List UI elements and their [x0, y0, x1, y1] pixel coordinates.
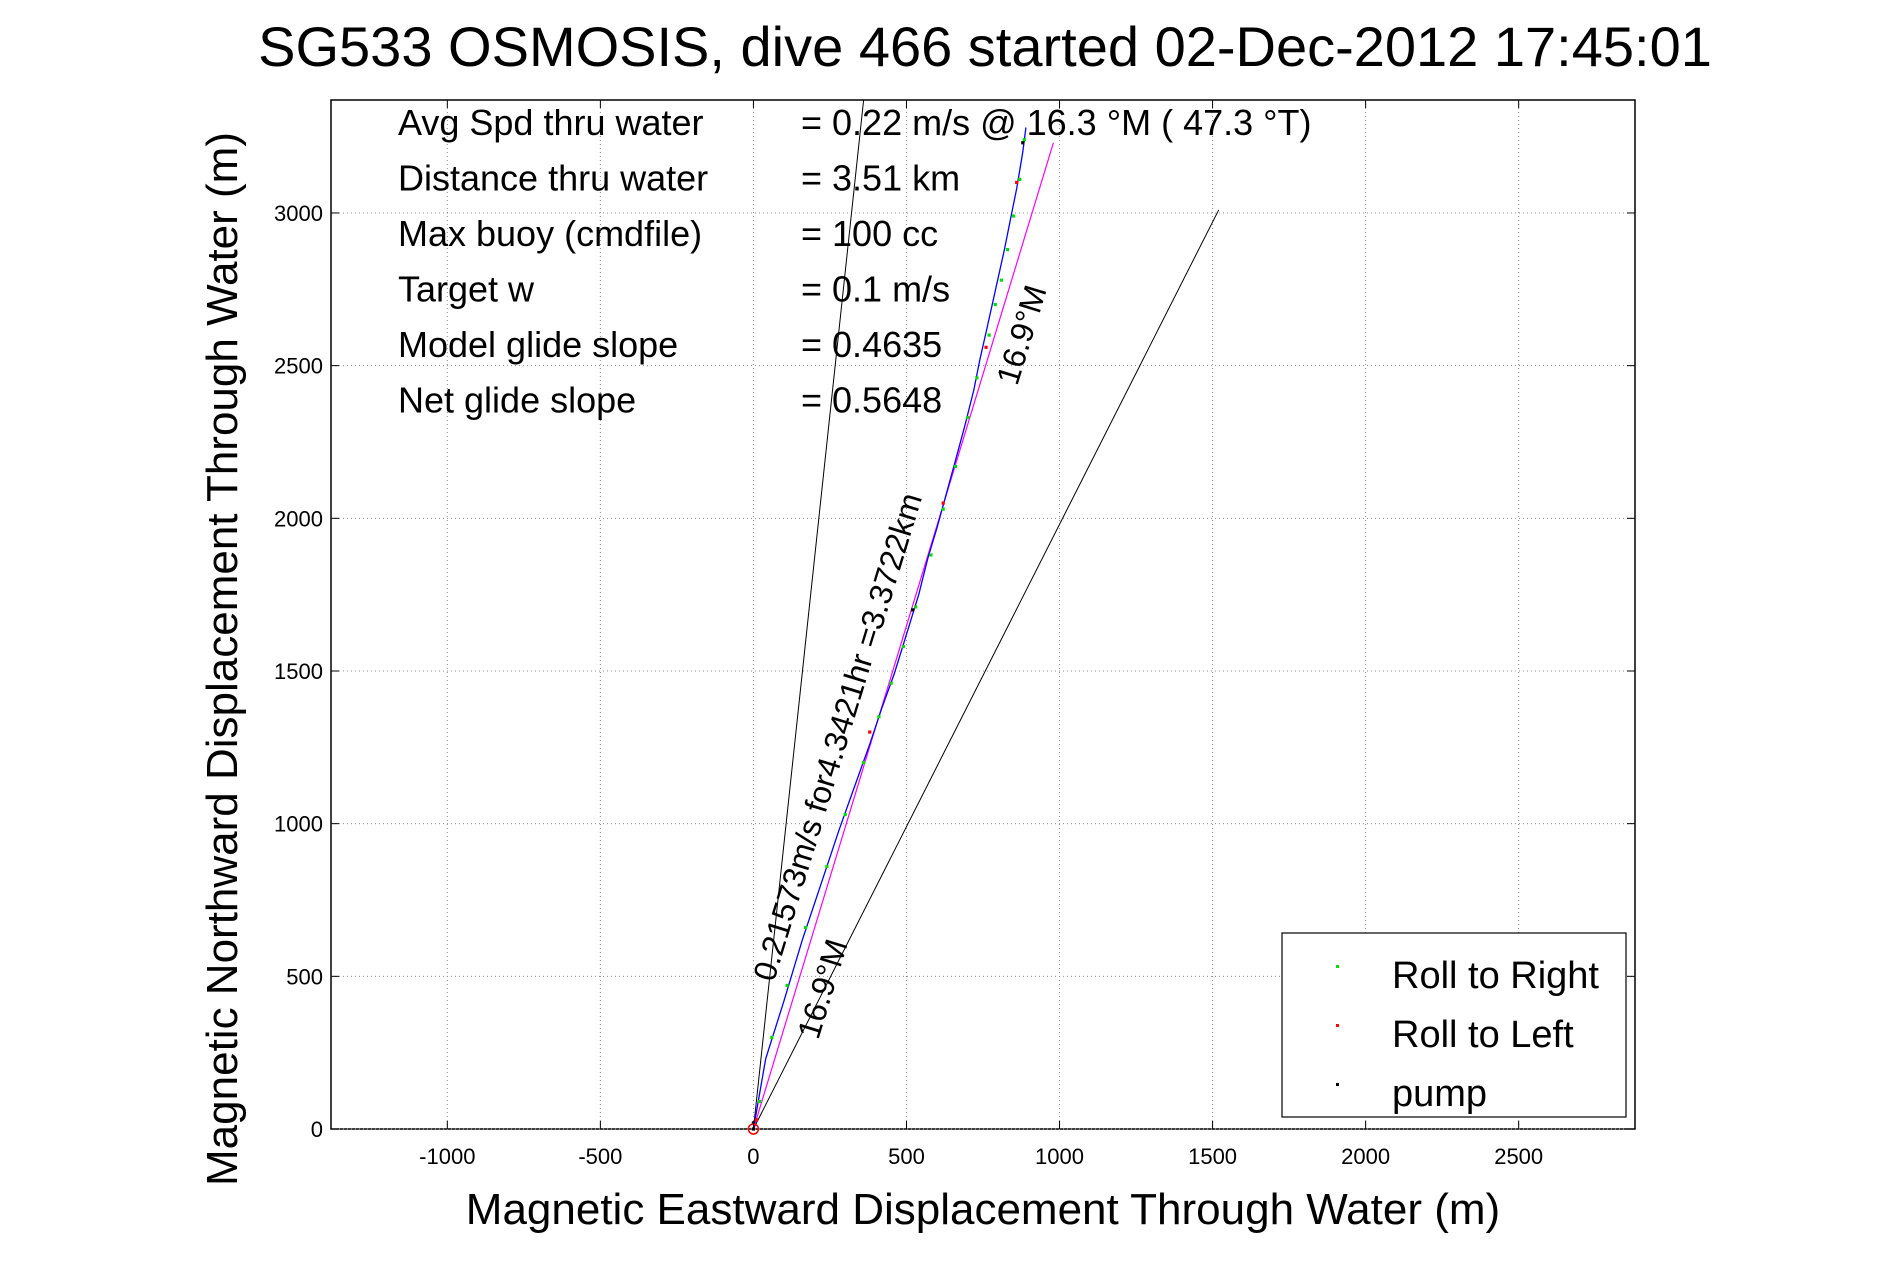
- tick-labels: -1000 -500 0 500 1000 1500 2000 2500 0 500 1000 150…: [274, 201, 1543, 1169]
- legend-marker-roll-left: [1336, 1024, 1339, 1027]
- x-tick-label: 0: [747, 1144, 759, 1169]
- stat-value: = 3.51 km: [801, 158, 960, 199]
- y-tick-label: 3000: [274, 201, 323, 226]
- stat-value: = 0.4635: [801, 324, 942, 365]
- y-tick-label: 1000: [274, 812, 323, 837]
- x-tick-label: -1000: [419, 1144, 475, 1169]
- roll-left-point: [941, 501, 945, 505]
- pump-point: [1021, 141, 1025, 145]
- roll-right-point: [999, 278, 1003, 282]
- reference-line: [752, 209, 1220, 1130]
- roll-right-point: [889, 681, 893, 685]
- roll-left-point: [984, 345, 988, 349]
- legend-box: [1281, 932, 1627, 1118]
- roll-right-point: [862, 760, 866, 765]
- y-tick-label: 0: [311, 1117, 323, 1142]
- x-tick-label: 2000: [1341, 1144, 1390, 1169]
- stat-label: Avg Spd thru water: [398, 102, 704, 143]
- reference-lines: [752, 99, 1220, 1130]
- y-tick-label: 2000: [274, 506, 323, 531]
- legend-marker-roll-right: [1336, 965, 1339, 968]
- roll-right-point: [975, 376, 979, 380]
- roll-right-point: [825, 864, 829, 869]
- x-axis-label: Magnetic Eastward Displacement Through W…: [466, 1185, 1500, 1234]
- roll-right-point: [1018, 177, 1022, 181]
- x-tick-label: 2500: [1494, 1144, 1543, 1169]
- legend-label-roll-right: Roll to Right: [1392, 955, 1599, 997]
- roll-right-point: [770, 1035, 774, 1039]
- legend-marker-pump: [1336, 1083, 1339, 1086]
- y-tick-label: 500: [286, 964, 323, 989]
- legend-label-pump: pump: [1392, 1073, 1487, 1115]
- roll-right-point: [993, 302, 997, 307]
- roll-right-point: [966, 415, 970, 420]
- heading-line: [752, 142, 1054, 1130]
- roll-left-point: [868, 730, 872, 734]
- roll-right-point: [1012, 214, 1016, 218]
- roll-right-point: [1022, 138, 1026, 142]
- x-tick-label: 500: [888, 1144, 925, 1169]
- stat-value: = 0.1 m/s: [801, 269, 950, 310]
- pump-point: [910, 608, 915, 612]
- chart-title: SG533 OSMOSIS, dive 466 started 02-Dec-2…: [258, 15, 1712, 78]
- roll-left-point: [1015, 180, 1019, 185]
- legend: Roll to Right Roll to Left pump: [1281, 932, 1627, 1118]
- x-tick-label: -500: [578, 1144, 622, 1169]
- roll-right-point: [1005, 248, 1010, 252]
- y-tick-label: 1500: [274, 659, 323, 684]
- roll-right-point: [843, 812, 847, 817]
- roll-right-point: [987, 333, 991, 337]
- stat-label: Net glide slope: [398, 380, 636, 421]
- roll-right-point: [785, 983, 789, 988]
- x-tick-label: 1500: [1188, 1144, 1237, 1169]
- roll-right-point: [914, 605, 918, 609]
- stat-label: Distance thru water: [398, 158, 708, 199]
- stat-value: = 100 cc: [801, 213, 938, 254]
- stat-value: = 0.5648: [801, 380, 942, 421]
- roll-right-point: [953, 464, 958, 469]
- roll-right-point: [757, 1099, 762, 1104]
- y-tick-label: 2500: [274, 354, 323, 379]
- stat-label: Max buoy (cmdfile): [398, 213, 702, 254]
- heading-line-16-9M: [752, 142, 1054, 1130]
- roll-right-point: [901, 644, 906, 649]
- roll-right-point: [803, 925, 808, 930]
- roll-left-point: [754, 1118, 759, 1122]
- stats-block: Avg Spd thru water = 0.22 m/s @ 16.3 °M (…: [398, 102, 1312, 421]
- stat-value: = 0.22 m/s @ 16.3 °M ( 47.3 °T): [801, 102, 1312, 143]
- roll-right-point: [877, 715, 881, 719]
- stat-label: Target w: [398, 269, 535, 310]
- x-tick-label: 1000: [1035, 1144, 1084, 1169]
- legend-label-roll-left: Roll to Left: [1392, 1014, 1574, 1056]
- ticks: [331, 100, 1635, 1130]
- roll-right-point: [941, 507, 945, 511]
- grid: [331, 100, 1635, 1130]
- stat-label: Model glide slope: [398, 324, 678, 365]
- y-axis-label: Magnetic Northward Displacement Through …: [198, 132, 247, 1186]
- reference-line: [752, 99, 865, 1130]
- roll-right-point: [929, 553, 933, 557]
